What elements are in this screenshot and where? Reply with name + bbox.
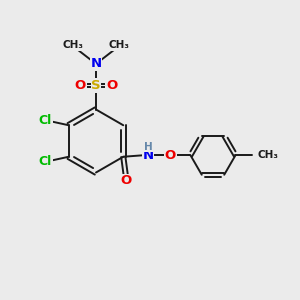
Text: O: O: [106, 79, 117, 92]
Text: O: O: [121, 174, 132, 187]
Text: N: N: [90, 57, 102, 70]
Text: N: N: [142, 149, 153, 162]
Text: Cl: Cl: [39, 114, 52, 127]
Text: S: S: [91, 79, 101, 92]
Text: CH₃: CH₃: [109, 40, 130, 50]
Text: H: H: [144, 142, 153, 152]
Text: O: O: [165, 149, 176, 162]
Text: CH₃: CH₃: [62, 40, 83, 50]
Text: CH₃: CH₃: [257, 150, 278, 160]
Text: O: O: [75, 79, 86, 92]
Text: Cl: Cl: [39, 155, 52, 168]
